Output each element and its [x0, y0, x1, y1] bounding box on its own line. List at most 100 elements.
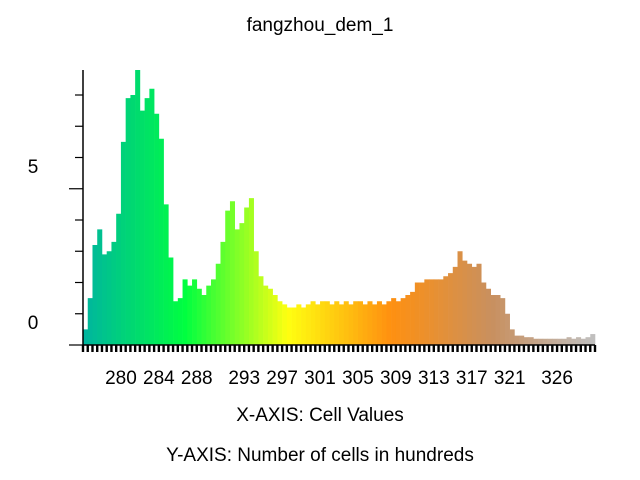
x-tick-label: 297 [266, 368, 298, 389]
bar [315, 304, 321, 345]
bar [177, 298, 183, 345]
bar [580, 338, 586, 345]
bar [443, 276, 449, 345]
bar [239, 223, 245, 345]
bar [324, 301, 330, 345]
bar [590, 334, 596, 345]
bar [305, 304, 311, 345]
bar [362, 304, 368, 345]
bar [253, 251, 259, 345]
bar [424, 279, 430, 345]
bar [339, 304, 345, 345]
bar [187, 285, 193, 345]
y-tick-label: 5 [28, 157, 39, 178]
bar [111, 241, 117, 345]
bar [334, 301, 340, 345]
bar [485, 288, 492, 345]
x-tick-label: 321 [494, 368, 526, 389]
bar [130, 95, 136, 345]
bar [438, 279, 444, 345]
bar [566, 337, 572, 345]
bar [301, 307, 307, 345]
bar [201, 295, 207, 345]
bar [557, 338, 563, 345]
bar [348, 304, 354, 345]
x-tick-label: 309 [380, 368, 412, 389]
bar [116, 213, 122, 345]
bar [310, 301, 316, 345]
bar [267, 288, 273, 345]
x-tick-label: 280 [105, 368, 137, 389]
x-tick-label: 293 [228, 368, 260, 389]
bar [196, 288, 202, 345]
bar [419, 282, 425, 345]
bar [343, 301, 349, 345]
bar [139, 110, 145, 345]
x-tick-label: 305 [342, 368, 374, 389]
bar [452, 266, 458, 345]
x-tick-label: 313 [418, 368, 450, 389]
bar [234, 229, 240, 345]
bar [386, 301, 392, 345]
x-axis-label: X-AXIS: Cell Values [236, 405, 404, 426]
bar [320, 301, 326, 345]
bar [192, 279, 198, 345]
bar [561, 338, 567, 345]
bar [163, 204, 169, 345]
x-tick-label: 288 [181, 368, 213, 389]
x-tick-label: 317 [456, 368, 488, 389]
bar [391, 298, 397, 345]
bar [457, 251, 463, 345]
bar [448, 273, 454, 345]
bar [414, 282, 420, 345]
bar [101, 254, 108, 345]
y-axis-label: Y-AXIS: Number of cells in hundreds [166, 445, 474, 466]
bar [154, 113, 160, 345]
bar [87, 298, 93, 345]
bar [395, 301, 401, 345]
bar [376, 301, 382, 345]
bar [514, 335, 520, 345]
bar [500, 298, 506, 345]
bar [211, 279, 217, 345]
chart-title: fangzhou_dem_1 [247, 15, 394, 36]
bar [258, 276, 264, 345]
x-tick-label: 326 [541, 368, 573, 389]
bar [585, 337, 591, 345]
bar [168, 257, 174, 345]
bar [552, 338, 558, 345]
bar [471, 266, 477, 345]
bar [571, 338, 577, 345]
bar [353, 301, 359, 345]
bar [495, 295, 501, 345]
bar [372, 304, 378, 345]
bar [144, 98, 150, 345]
bar [523, 337, 529, 345]
bar [120, 141, 126, 345]
bar [367, 301, 373, 345]
x-tick-label: 284 [143, 368, 175, 389]
bar [381, 304, 387, 345]
bar [286, 307, 292, 345]
bar [272, 295, 278, 345]
bar [533, 338, 539, 345]
bar [429, 279, 435, 345]
bar [481, 282, 487, 345]
bar [282, 304, 288, 345]
bar [462, 260, 468, 345]
bar [357, 301, 364, 345]
bar [467, 263, 473, 345]
bar [538, 338, 544, 345]
bar [296, 304, 302, 345]
bar [182, 279, 188, 345]
bar [83, 329, 89, 345]
bar [135, 70, 141, 345]
bar [149, 88, 155, 345]
bar [519, 335, 525, 345]
bar [106, 251, 112, 345]
bar [244, 207, 250, 345]
bar [277, 301, 283, 345]
bar [229, 201, 236, 345]
bar [225, 210, 231, 345]
